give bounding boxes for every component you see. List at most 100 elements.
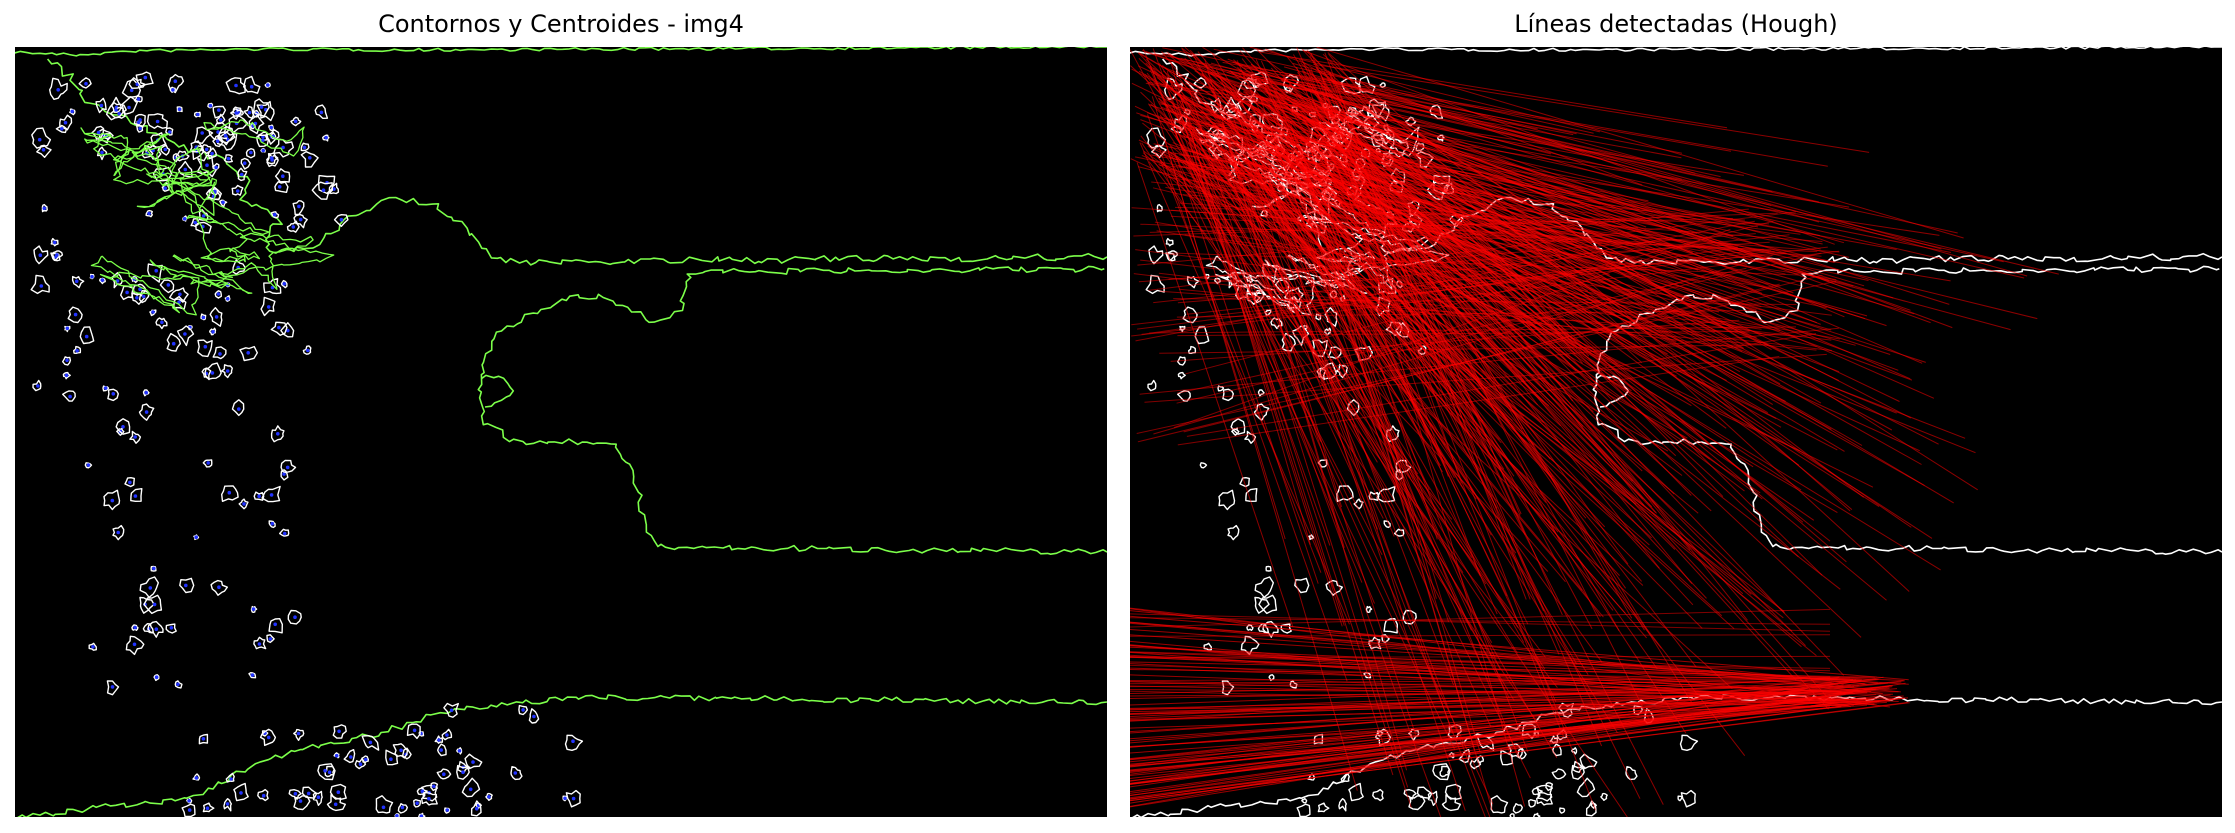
hough-line bbox=[1145, 82, 1682, 180]
left-centroid-dot bbox=[99, 103, 104, 108]
left-centroid-dot bbox=[475, 806, 479, 811]
hough-line bbox=[1281, 79, 1721, 178]
left-centroid-dot bbox=[41, 148, 46, 152]
left-centroid-dot bbox=[201, 315, 206, 320]
hough-line bbox=[1156, 230, 1781, 332]
left-contour-blob bbox=[279, 528, 290, 537]
left-contour-blob bbox=[332, 724, 347, 739]
left-contour-region bbox=[80, 127, 165, 178]
right-contour-blob bbox=[1188, 345, 1197, 354]
right-contour-blob bbox=[1182, 306, 1198, 324]
left-contour-blob bbox=[300, 151, 319, 168]
hough-line bbox=[1149, 69, 1410, 644]
left-centroid-dot bbox=[205, 163, 209, 167]
left-centroid-dot bbox=[229, 777, 233, 781]
left-contour-blob bbox=[470, 800, 482, 817]
right-contour-blob bbox=[1317, 802, 1330, 813]
left-panel-title: Contornos y Centroides - img4 bbox=[378, 10, 744, 38]
left-contour-blob bbox=[33, 245, 49, 265]
left-contour-region bbox=[113, 133, 212, 187]
left-contour-blob bbox=[245, 148, 256, 159]
left-centroid-dot bbox=[60, 127, 64, 131]
left-centroid-dot bbox=[84, 81, 88, 86]
left-centroid-dot bbox=[127, 105, 131, 110]
left-contour-blob bbox=[255, 134, 270, 148]
left-coastline-top bbox=[15, 47, 1107, 57]
left-contour-blob bbox=[288, 789, 302, 800]
hough-line bbox=[1309, 55, 1633, 619]
hough-line bbox=[1162, 151, 1546, 658]
right-contour-blob bbox=[1245, 488, 1258, 502]
left-centroid-dot bbox=[521, 708, 525, 712]
left-contour-blob bbox=[120, 285, 134, 301]
right-contour-blob bbox=[1545, 782, 1554, 792]
right-contour-blob bbox=[1600, 792, 1608, 801]
left-centroid-dot bbox=[321, 188, 326, 192]
left-contour-blob bbox=[59, 114, 73, 131]
left-contour-blob bbox=[225, 77, 246, 95]
left-contour-blob bbox=[147, 620, 164, 638]
hough-line bbox=[1249, 47, 1601, 133]
left-centroid-dot bbox=[141, 294, 146, 299]
left-centroid-dot bbox=[395, 814, 399, 817]
left-contour-blob bbox=[129, 430, 142, 444]
left-centroid-dot bbox=[152, 566, 156, 571]
left-centroid-dot bbox=[117, 111, 121, 116]
right-contour-blob bbox=[1353, 498, 1364, 510]
left-centroid-dot bbox=[272, 212, 277, 217]
left-centroid-dot bbox=[129, 88, 134, 93]
hough-line bbox=[1148, 211, 1796, 291]
left-centroid-dot bbox=[133, 625, 137, 630]
hough-line bbox=[1170, 319, 1740, 362]
left-centroid-dot bbox=[266, 735, 271, 740]
left-centroid-dot bbox=[389, 757, 393, 761]
right-contour-blob bbox=[1164, 77, 1183, 100]
left-centroid-dot bbox=[282, 531, 287, 536]
left-centroid-dot bbox=[261, 138, 265, 142]
left-contour-blob bbox=[301, 786, 318, 799]
left-contour-blob bbox=[193, 111, 201, 118]
left-centroid-dot bbox=[368, 740, 373, 745]
hough-line bbox=[1130, 656, 1831, 669]
right-contour-blob bbox=[1403, 789, 1417, 800]
left-centroid-dot bbox=[420, 789, 425, 793]
left-contour-blob bbox=[238, 498, 249, 510]
hough-line bbox=[1130, 688, 1898, 748]
left-contour-blob bbox=[161, 182, 170, 192]
left-centroid-dot bbox=[182, 217, 187, 221]
left-centroid-dot bbox=[36, 384, 40, 388]
left-centroid-dot bbox=[251, 607, 256, 611]
left-centroid-dot bbox=[298, 217, 303, 222]
hough-line bbox=[1138, 52, 1619, 337]
left-contour-blob bbox=[252, 98, 270, 117]
hough-line bbox=[1170, 152, 1456, 750]
left-contour-blob bbox=[257, 788, 269, 802]
hough-line bbox=[1296, 139, 1450, 623]
left-contour-blob bbox=[143, 594, 163, 615]
hough-line bbox=[1217, 72, 1643, 472]
left-contour-blob bbox=[200, 313, 207, 321]
left-centroid-dot bbox=[240, 172, 244, 177]
right-contour-blob bbox=[1240, 635, 1260, 656]
hough-line bbox=[1130, 676, 1831, 682]
hough-line bbox=[1142, 48, 1375, 604]
hough-line bbox=[1159, 164, 1746, 221]
hough-line bbox=[1265, 48, 1643, 186]
left-contour-blob bbox=[209, 307, 223, 327]
hough-line bbox=[1299, 139, 1687, 734]
left-centroid-dot bbox=[154, 675, 159, 679]
left-contour-blob bbox=[253, 636, 267, 650]
left-contour-blob bbox=[202, 459, 213, 468]
hough-line bbox=[1177, 267, 1747, 394]
hough-line bbox=[1130, 683, 1839, 711]
hough-line bbox=[1179, 154, 1801, 235]
right-contour-blob bbox=[1147, 379, 1157, 392]
hough-line bbox=[1147, 103, 1464, 573]
left-centroid-dot bbox=[349, 755, 353, 759]
right-contour-blob bbox=[1533, 812, 1541, 817]
left-contour-blob bbox=[528, 708, 540, 724]
hough-line bbox=[1133, 273, 1744, 349]
left-centroid-dot bbox=[337, 729, 341, 734]
right-contour-blob bbox=[1165, 252, 1176, 262]
left-contour-blob bbox=[461, 777, 481, 798]
